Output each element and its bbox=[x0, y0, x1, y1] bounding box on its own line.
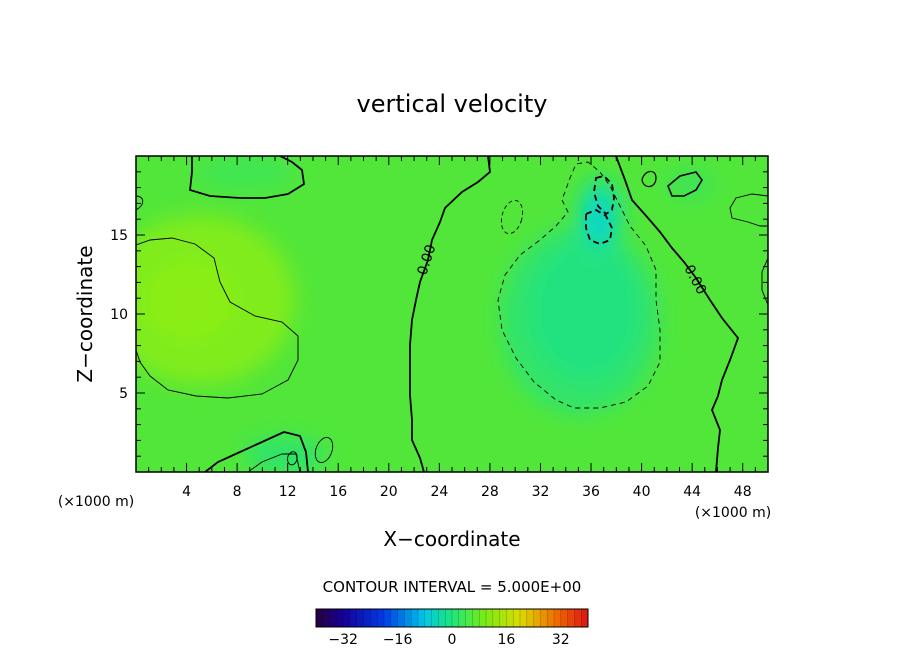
colorbar-cell bbox=[479, 609, 487, 627]
colorbar-cell bbox=[574, 609, 582, 627]
x-tick-label: 44 bbox=[683, 484, 701, 500]
contour-minus5-small bbox=[500, 199, 524, 235]
downdraft-region-top bbox=[195, 156, 295, 190]
colorbar-cell bbox=[316, 609, 324, 627]
x-tick-label: 8 bbox=[233, 484, 242, 500]
y-axis-ticks: 5 10 15 bbox=[110, 171, 768, 457]
zero-contour-bottom bbox=[204, 431, 309, 472]
contour-plus5-left-edge bbox=[136, 195, 144, 211]
zero-contour-tiny bbox=[641, 170, 657, 188]
colorbar-tick-label: −16 bbox=[383, 632, 413, 648]
colorbar-cell bbox=[370, 609, 378, 627]
colorbar-cell bbox=[384, 609, 392, 627]
y-axis-label: Z−coordinate bbox=[73, 245, 97, 382]
y-tick-label: 10 bbox=[110, 307, 128, 323]
colorbar-tick-label: 16 bbox=[497, 632, 515, 648]
contours bbox=[136, 156, 768, 472]
colorbar-cell bbox=[418, 609, 426, 627]
colorbar-cell bbox=[390, 609, 399, 627]
colorbar-cell bbox=[452, 609, 460, 627]
colorbar-tick-label: 0 bbox=[448, 632, 457, 648]
contour-minus10-core-a bbox=[585, 208, 613, 245]
colorbar-cell bbox=[350, 609, 358, 627]
colorbar-cell bbox=[356, 609, 365, 627]
x-tick-label: 32 bbox=[532, 484, 550, 500]
contour-edge-bottom-left bbox=[247, 453, 301, 472]
contour-interval: CONTOUR INTERVAL = 5.000E+00 bbox=[323, 578, 582, 596]
colorbar bbox=[315, 608, 589, 628]
x-unit-right: (×1000 m) bbox=[695, 505, 771, 521]
x-tick-label: 24 bbox=[430, 484, 448, 500]
colorbar-cell bbox=[486, 609, 494, 627]
x-tick-label: 36 bbox=[582, 484, 600, 500]
x-unit-left: (×1000 m) bbox=[58, 494, 134, 510]
colorbar-cell bbox=[554, 609, 562, 627]
contour-plus5-left bbox=[136, 237, 299, 399]
colorbar-cell bbox=[547, 609, 555, 627]
colorbar-cell bbox=[431, 609, 439, 627]
colorbar-frame bbox=[315, 608, 589, 628]
x-tick-label: 4 bbox=[182, 484, 191, 500]
colorbar-cell bbox=[363, 609, 371, 627]
updraft-region-left-core bbox=[145, 260, 235, 340]
y-tick-label: 5 bbox=[119, 386, 128, 402]
colorbar-cell bbox=[581, 609, 589, 627]
colorbar-cell bbox=[560, 609, 569, 627]
colorbar-cell bbox=[513, 609, 521, 627]
colorbar-cell bbox=[404, 609, 412, 627]
colorbar-cell bbox=[438, 609, 446, 627]
x-tick-label: 28 bbox=[481, 484, 499, 500]
colorbar-cell bbox=[322, 609, 331, 627]
colorbar-cell bbox=[567, 609, 575, 627]
contour-minus10-core-b bbox=[593, 175, 615, 216]
colorbar-cell bbox=[533, 609, 541, 627]
downdraft-region-bottom bbox=[245, 437, 325, 472]
colorbar-cell bbox=[336, 609, 344, 627]
plot-area: 0.00 0.00 bbox=[136, 156, 768, 472]
colorbar-cell bbox=[424, 609, 433, 627]
contour-minus5-center bbox=[497, 161, 661, 409]
downdraft-core-inner bbox=[586, 200, 610, 240]
colorbar-cell bbox=[397, 609, 405, 627]
zero-contour-top-right bbox=[667, 171, 703, 197]
chart-title: vertical velocity bbox=[357, 90, 548, 118]
zero-contour-left bbox=[409, 156, 491, 472]
x-tick-label: 20 bbox=[380, 484, 398, 500]
colorbar-cell bbox=[458, 609, 467, 627]
colorbar-cell bbox=[472, 609, 480, 627]
zero-contour-top-left bbox=[189, 156, 305, 199]
x-tick-label: 40 bbox=[633, 484, 651, 500]
colorbar-cell bbox=[520, 609, 528, 627]
x-axis-ticks: 4 8 12 16 20 24 28 32 36 40 44 48 bbox=[148, 156, 756, 500]
contour-minus5-bottom bbox=[314, 437, 334, 463]
colorbar-cell bbox=[343, 609, 351, 627]
x-tick-label: 16 bbox=[329, 484, 347, 500]
colorbar-cell bbox=[499, 609, 507, 627]
x-axis-label: X−coordinate bbox=[383, 527, 520, 551]
zero-contour-right bbox=[615, 156, 740, 472]
contour-plus5-right-2 bbox=[761, 257, 768, 306]
colorbar-tick-labels: −32 −16 0 16 32 bbox=[328, 632, 569, 648]
colorbar-cell bbox=[492, 609, 501, 627]
downdraft-region-center-inner bbox=[530, 240, 640, 380]
colorbar-cell bbox=[506, 609, 514, 627]
x-tick-label: 12 bbox=[279, 484, 297, 500]
contour-plus5-right bbox=[729, 193, 768, 227]
x-tick-label: 48 bbox=[734, 484, 752, 500]
contour-minus5-bottom-2 bbox=[287, 451, 298, 466]
colorbar-cell bbox=[445, 609, 453, 627]
colorbar-cell bbox=[465, 609, 473, 627]
colorbar-cell bbox=[329, 609, 337, 627]
colorbar-cell bbox=[411, 609, 419, 627]
y-tick-label: 15 bbox=[110, 228, 128, 244]
colorbar-tick-label: −32 bbox=[328, 632, 358, 648]
colorbar-cell bbox=[540, 609, 548, 627]
colorbar-cell bbox=[526, 609, 535, 627]
colorbar-cell bbox=[377, 609, 385, 627]
colorbar-tick-label: 32 bbox=[552, 632, 570, 648]
